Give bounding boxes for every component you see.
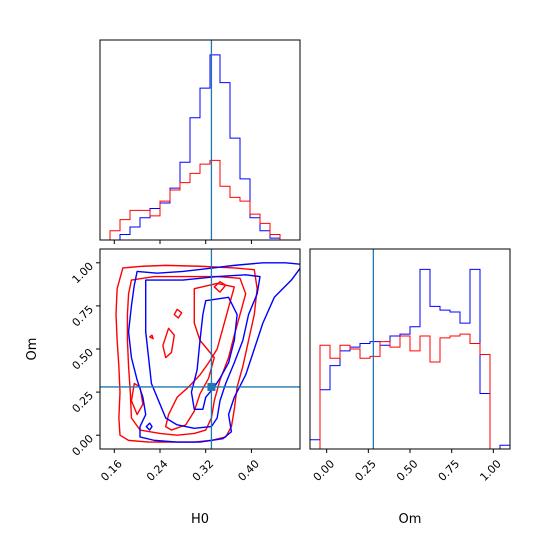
hist-step-red-h0 bbox=[100, 159, 300, 240]
ylabel-om: Om bbox=[25, 338, 40, 361]
blue-contour-1 bbox=[145, 274, 261, 430]
red-contour-1 bbox=[126, 275, 247, 436]
histogram-panel-om bbox=[310, 249, 510, 449]
histogram-panel-h0 bbox=[100, 40, 300, 240]
blue-contour-0 bbox=[127, 262, 300, 443]
red-contour-2 bbox=[165, 282, 235, 431]
red-contour-7 bbox=[149, 334, 154, 340]
red-contour-6 bbox=[173, 308, 183, 319]
xlabel-h0: H0 bbox=[191, 512, 209, 527]
blue-contour-2 bbox=[190, 296, 238, 411]
blue-contour-3 bbox=[145, 422, 153, 431]
red-contour-3 bbox=[162, 327, 175, 359]
contour-panel bbox=[100, 249, 300, 449]
frame-h0-hist bbox=[99, 39, 301, 241]
red-contour-5 bbox=[213, 281, 227, 293]
hist-step-blue-h0 bbox=[100, 54, 300, 240]
xlabel-om: Om bbox=[399, 512, 422, 527]
truth-marker bbox=[207, 382, 216, 391]
hist-step-red-om bbox=[310, 333, 510, 449]
